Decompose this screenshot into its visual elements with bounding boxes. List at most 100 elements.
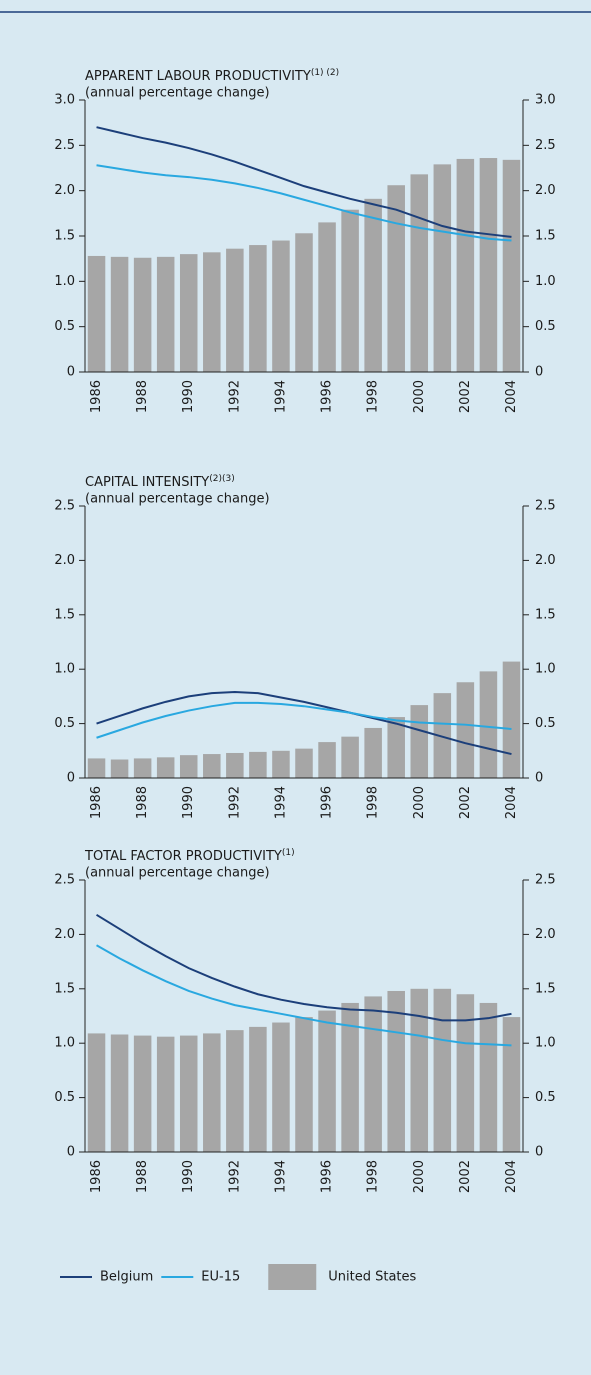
x-tick-label: 1996 (320, 786, 335, 819)
x-tick-label: 2000 (412, 380, 427, 413)
bar (456, 682, 475, 778)
bar (133, 1035, 152, 1152)
y2-tick-label: 0.5 (535, 1090, 556, 1105)
bar (318, 222, 336, 372)
y-tick-label: 3.0 (54, 93, 75, 108)
bar (318, 1010, 336, 1152)
y2-tick-label: 0 (535, 365, 543, 380)
bar (364, 727, 382, 778)
bar (179, 1035, 198, 1152)
line (96, 701, 512, 739)
bar (410, 705, 429, 778)
x-tick-label: 1994 (273, 380, 288, 413)
y2-tick-label: 1.5 (535, 229, 556, 244)
title-superscript: (1) (2) (311, 68, 339, 78)
y2-tick-label: 0.5 (535, 716, 556, 731)
legend-label: Belgium (100, 1270, 153, 1285)
bar (249, 1026, 267, 1152)
y2-tick-label: 1.5 (535, 981, 556, 996)
bar (87, 758, 106, 778)
y2-tick-label: 2.5 (535, 499, 556, 514)
y2-tick-label: 1.0 (535, 662, 556, 677)
line (96, 913, 512, 1022)
bar (110, 256, 129, 372)
bar (249, 245, 267, 372)
y2-tick-label: 3.0 (535, 93, 556, 108)
bar (110, 759, 129, 778)
bar (110, 1034, 129, 1152)
legend-label: EU-15 (201, 1270, 240, 1285)
bar (456, 994, 475, 1152)
y-tick-label: 2.0 (54, 927, 75, 942)
y2-tick-label: 0 (535, 1145, 543, 1160)
bar (341, 209, 359, 372)
x-tick-label: 1990 (181, 786, 196, 819)
y-tick-label: 2.5 (54, 873, 75, 888)
bar (387, 717, 405, 778)
x-tick-label: 1990 (181, 380, 196, 413)
x-tick-label: 1998 (366, 786, 381, 819)
bar (295, 233, 313, 372)
y-tick-label: 2.5 (54, 138, 75, 153)
title-superscript: (1) (282, 848, 295, 858)
x-tick-label: 2004 (504, 1160, 519, 1193)
bar (479, 1002, 498, 1152)
x-tick-label: 1996 (320, 380, 335, 413)
chart-subtitle: (annual percentage change) (85, 86, 270, 101)
chart-subtitle: (annual percentage change) (85, 492, 270, 507)
x-tick-label: 2004 (504, 380, 519, 413)
bar (295, 1017, 313, 1152)
x-tick-label: 2004 (504, 786, 519, 819)
bar (203, 252, 221, 372)
y2-tick-label: 2.5 (535, 138, 556, 153)
bar (87, 1033, 106, 1152)
bar (456, 158, 475, 372)
line (96, 691, 512, 756)
y-tick-label: 1.5 (54, 981, 75, 996)
bar (156, 256, 175, 372)
x-tick-label: 2000 (412, 1160, 427, 1193)
x-tick-label: 1996 (320, 1160, 335, 1193)
y2-tick-label: 1.5 (535, 607, 556, 622)
bar (387, 185, 405, 372)
x-tick-label: 1988 (135, 380, 150, 413)
bar (502, 159, 521, 372)
bar (272, 1022, 290, 1152)
x-tick-label: 2002 (458, 1160, 473, 1193)
x-tick-label: 2002 (458, 380, 473, 413)
line (96, 126, 512, 238)
x-tick-label: 2002 (458, 786, 473, 819)
y-tick-label: 1.5 (54, 229, 75, 244)
y-tick-label: 1.0 (54, 274, 75, 289)
y-tick-label: 2.0 (54, 183, 75, 198)
legend-swatch (268, 1264, 317, 1290)
y2-tick-label: 0 (535, 771, 543, 786)
y-tick-label: 1.0 (54, 1036, 75, 1051)
y2-tick-label: 0.5 (535, 319, 556, 334)
bar (387, 990, 405, 1152)
bar (226, 248, 244, 372)
bar (502, 1017, 521, 1152)
bar (295, 748, 313, 778)
chart-title: TOTAL FACTOR PRODUCTIVITY(1) (84, 848, 295, 864)
bar (479, 158, 498, 372)
bar (226, 1030, 244, 1152)
x-tick-label: 1990 (181, 1160, 196, 1193)
x-tick-label: 1998 (366, 1160, 381, 1193)
bar (364, 996, 382, 1152)
chart-title-text: APPARENT LABOUR PRODUCTIVITY (85, 69, 311, 84)
bar (433, 693, 452, 778)
y2-tick-label: 2.0 (535, 927, 556, 942)
y2-tick-label: 2.5 (535, 873, 556, 888)
bar (272, 240, 290, 372)
bar (87, 255, 106, 372)
x-tick-label: 1998 (366, 380, 381, 413)
line (96, 944, 512, 1047)
bar (318, 742, 336, 778)
y-tick-label: 1.0 (54, 662, 75, 677)
bar (410, 174, 429, 372)
bar (203, 754, 221, 778)
x-tick-label: 1988 (135, 1160, 150, 1193)
y-tick-label: 0 (67, 1145, 75, 1160)
